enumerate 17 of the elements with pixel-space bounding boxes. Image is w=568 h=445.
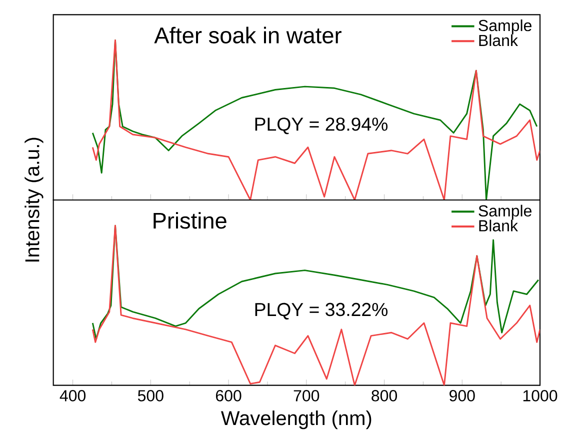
x-tick-label: 500 — [138, 390, 164, 402]
annotation: PLQY = 33.22% — [255, 302, 388, 320]
legend-label: Sample — [478, 204, 532, 220]
chart-title: Pristine — [154, 212, 226, 229]
legend-label: Blank — [479, 220, 518, 232]
x-tick-label: 800 — [372, 390, 397, 402]
y-axis-title: Intensity (a.u.) — [24, 138, 44, 262]
x-axis-title: Wavelength (nm) — [220, 410, 372, 429]
x-tick-label: 400 — [60, 390, 86, 402]
x-tick-label: 1000 — [523, 390, 558, 402]
legend-label: Blank — [479, 34, 518, 46]
x-tick-label: 700 — [294, 390, 320, 402]
legend-label: Sample — [478, 19, 532, 34]
x-tick-label: 900 — [450, 390, 475, 402]
annotation: PLQY = 28.94% — [255, 117, 388, 134]
x-tick-label: 600 — [216, 390, 242, 402]
chart-title: After soak in water — [154, 26, 342, 44]
